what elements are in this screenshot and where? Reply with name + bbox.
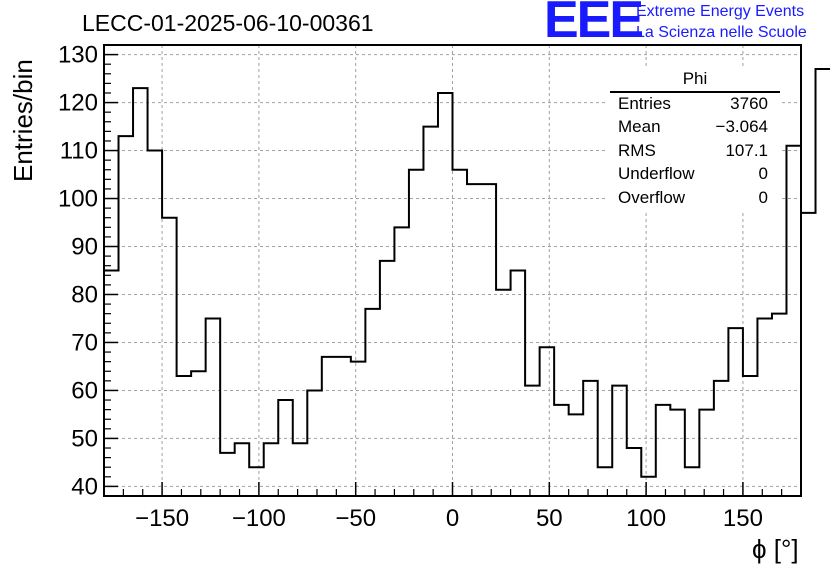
x-tick-label: 100 [626, 505, 666, 532]
stats-box-title: Phi [610, 68, 780, 93]
stats-box: Phi Entries 3760 Mean −3.064 RMS 107.1 U… [608, 68, 780, 210]
stats-value: 0 [758, 164, 768, 184]
chart-title: LECC-01-2025-06-10-00361 [82, 10, 374, 36]
stats-row-underflow: Underflow 0 [608, 163, 780, 186]
y-tick-label: 40 [71, 473, 98, 500]
y-tick-label: 100 [58, 186, 98, 213]
x-tick-label: 50 [536, 505, 563, 532]
y-axis-label: Entries/bin [8, 59, 38, 182]
stats-label: Underflow [618, 164, 695, 184]
stats-value: 0 [758, 187, 768, 207]
y-tick-label: 90 [71, 234, 98, 261]
y-tick-label: 60 [71, 377, 98, 404]
stats-row-rms: RMS 107.1 [608, 140, 780, 163]
stats-label: RMS [618, 140, 656, 160]
y-tick-label: 110 [60, 138, 98, 165]
x-tick-label: −150 [135, 505, 189, 532]
stats-label: Overflow [618, 187, 686, 207]
stats-label: Mean [618, 117, 661, 137]
logo-line-2: La Scienza nelle Scuole [636, 24, 807, 41]
x-axis-label: ϕ [°] [752, 534, 799, 564]
y-tick-label: 130 [58, 42, 98, 69]
x-tick-label: −50 [335, 505, 376, 532]
eee-logo: EEE [544, 0, 644, 49]
histogram-series [104, 67, 831, 478]
stats-value: 107.1 [725, 140, 768, 160]
x-tick-label: 0 [446, 505, 459, 532]
stats-row-overflow: Overflow 0 [608, 187, 780, 210]
logo-line-1: Extreme Energy Events [636, 3, 805, 20]
stats-row-mean: Mean −3.064 [608, 116, 780, 139]
x-axis-ticks: −150 −100 −50 0 50 100 150 [122, 482, 783, 532]
stats-row-entries: Entries 3760 [608, 93, 780, 116]
y-tick-label: 120 [58, 90, 98, 117]
x-tick-label: −100 [232, 505, 286, 532]
y-axis-ticks: 40 50 60 70 80 90 100 110 120 130 [58, 42, 118, 500]
stats-value: −3.064 [715, 117, 768, 137]
stats-value: 3760 [730, 94, 768, 113]
stats-label: Entries [618, 94, 671, 113]
y-tick-label: 70 [71, 329, 98, 356]
y-tick-label: 80 [71, 281, 98, 308]
x-tick-label: 150 [723, 505, 763, 532]
y-tick-label: 50 [71, 425, 98, 452]
